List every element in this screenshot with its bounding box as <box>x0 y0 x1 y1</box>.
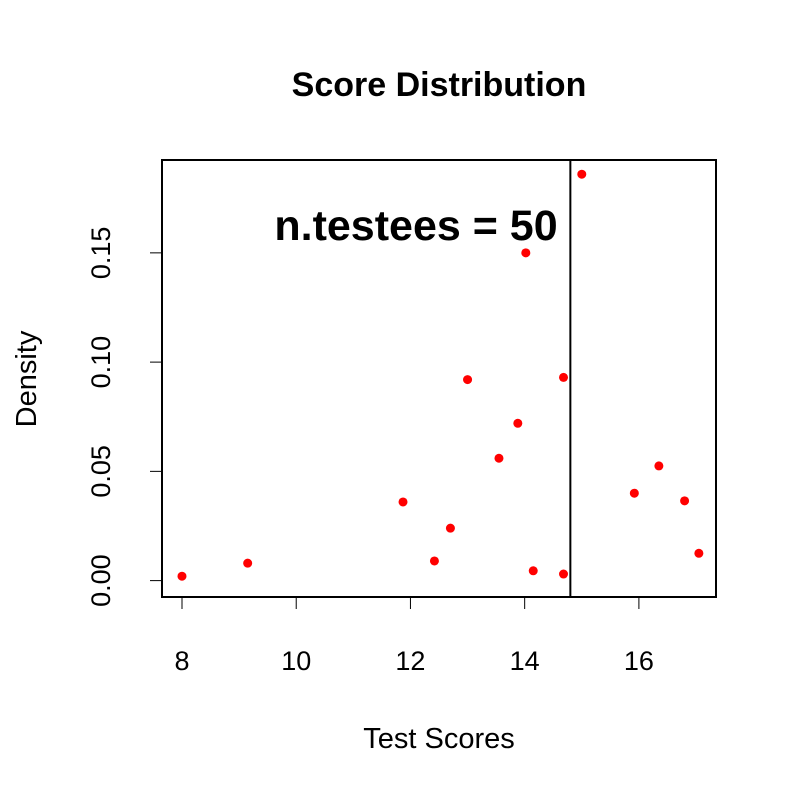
y-tick-label: 0.00 <box>86 554 116 607</box>
y-axis: 0.00 0.05 0.10 0.15 <box>86 227 163 607</box>
y-tick-label: 0.10 <box>86 336 116 389</box>
y-tick-label: 0.05 <box>86 445 116 498</box>
data-point <box>654 461 664 471</box>
data-points <box>177 169 704 581</box>
data-point <box>559 372 569 382</box>
data-point <box>177 571 187 581</box>
data-point <box>694 548 704 558</box>
data-point <box>680 496 690 506</box>
data-point <box>559 569 569 579</box>
data-point <box>429 556 439 566</box>
data-point <box>513 418 523 428</box>
data-point <box>398 497 408 507</box>
x-tick-label: 10 <box>281 646 311 676</box>
x-tick-label: 12 <box>395 646 425 676</box>
x-tick-label: 8 <box>174 646 189 676</box>
data-point <box>445 523 455 533</box>
chart-title: Score Distribution <box>292 66 587 104</box>
plot-frame <box>161 159 717 598</box>
data-point <box>463 375 473 385</box>
y-tick-label: 0.15 <box>86 227 116 280</box>
data-point <box>243 558 253 568</box>
data-point <box>528 566 538 576</box>
x-axis: 8 10 12 14 16 <box>174 596 654 676</box>
data-point <box>629 488 639 498</box>
data-point <box>494 453 504 463</box>
data-point <box>521 248 531 258</box>
data-point <box>577 169 587 179</box>
y-axis-label: Density <box>11 330 43 427</box>
x-tick-label: 14 <box>510 646 540 676</box>
x-tick-label: 16 <box>624 646 654 676</box>
x-axis-label: Test Scores <box>363 723 515 755</box>
chart-annotation: n.testees = 50 <box>274 202 557 250</box>
